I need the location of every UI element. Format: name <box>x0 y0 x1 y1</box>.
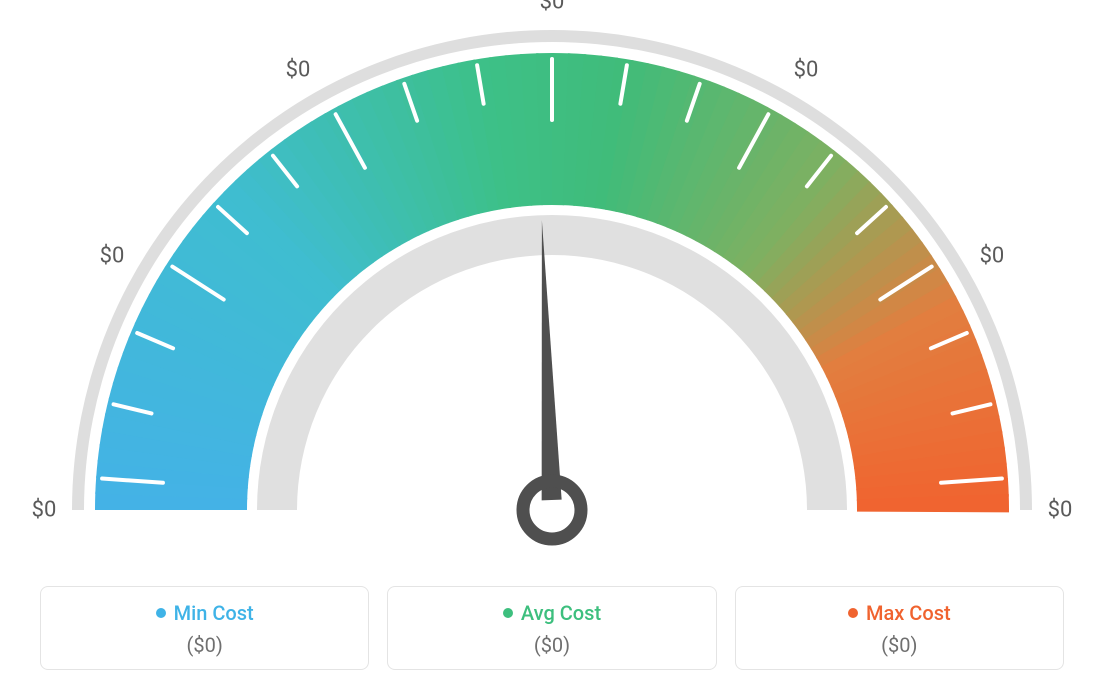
scale-label-1: $0 <box>100 244 125 269</box>
legend-label-max: Max Cost <box>866 601 951 625</box>
gauge-chart: $0 $0 $0 $0 $0 $0 $0 <box>0 0 1104 560</box>
legend-dot-max <box>848 608 858 618</box>
legend-card-avg: Avg Cost ($0) <box>387 586 716 670</box>
legend-value-avg: ($0) <box>398 633 705 657</box>
scale-label-3: $0 <box>540 0 565 15</box>
legend-card-max: Max Cost ($0) <box>735 586 1064 670</box>
legend-dot-avg <box>503 608 513 618</box>
legend-value-min: ($0) <box>51 633 358 657</box>
scale-label-4: $0 <box>794 58 819 83</box>
scale-label-2: $0 <box>286 58 311 83</box>
legend-label-min: Min Cost <box>174 601 254 625</box>
scale-label-0: $0 <box>32 498 57 523</box>
legend-dot-min <box>156 608 166 618</box>
legend-label-avg: Avg Cost <box>521 601 601 625</box>
legend-row: Min Cost ($0) Avg Cost ($0) Max Cost ($0… <box>40 586 1064 670</box>
gauge-svg <box>0 0 1104 560</box>
legend-card-min: Min Cost ($0) <box>40 586 369 670</box>
legend-title-avg: Avg Cost <box>503 601 601 625</box>
scale-label-6: $0 <box>1048 498 1073 523</box>
legend-title-min: Min Cost <box>156 601 254 625</box>
legend-value-max: ($0) <box>746 633 1053 657</box>
scale-label-5: $0 <box>980 244 1005 269</box>
legend-title-max: Max Cost <box>848 601 951 625</box>
